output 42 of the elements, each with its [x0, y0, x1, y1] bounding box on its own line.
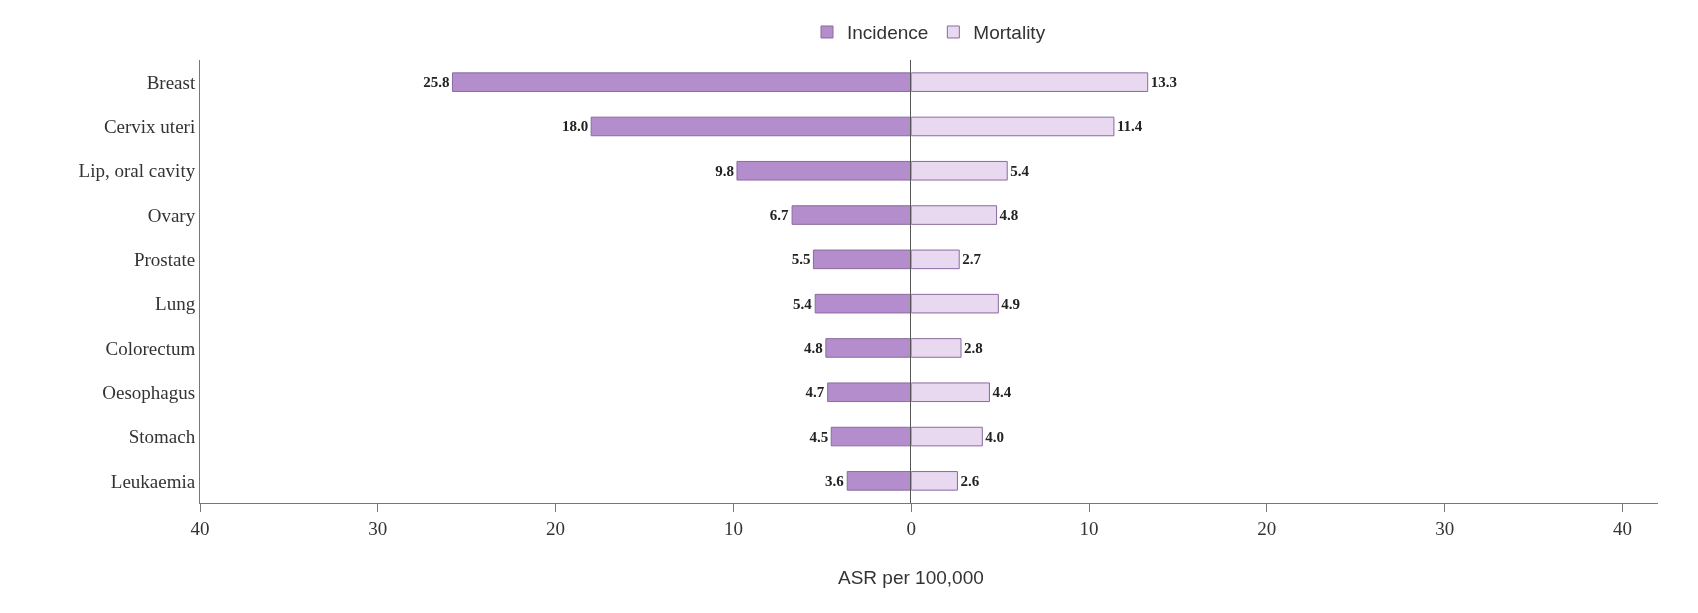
data-label: 5.4 — [792, 295, 813, 312]
data-label: 4.8 — [804, 339, 823, 356]
data-label: 2.8 — [964, 339, 983, 356]
x-tick-label: 30 — [368, 517, 388, 539]
data-label: 18.0 — [561, 118, 589, 135]
legend-label: Incidence — [847, 22, 929, 44]
y-tick-label: Cervix uteri — [103, 116, 196, 138]
x-tick-label: 20 — [546, 517, 566, 539]
data-label: 5.5 — [791, 251, 811, 268]
data-label: 5.4 — [1010, 162, 1030, 179]
x-tick-label: 40 — [1612, 517, 1632, 539]
x-tick-label: 10 — [1079, 517, 1099, 539]
x-tick-label: 40 — [190, 517, 210, 539]
y-tick-label: Stomach — [128, 426, 196, 448]
data-label: 25.8 — [423, 74, 450, 91]
y-tick-label: Colorectum — [105, 337, 196, 359]
x-tick-label: 20 — [1257, 517, 1277, 539]
y-tick-label: Prostate — [133, 249, 196, 270]
y-tick-label: Lip, oral cavity — [78, 160, 196, 182]
data-label: 3.6 — [824, 472, 845, 489]
data-label: 11.4 — [1116, 118, 1143, 135]
x-tick-label: 30 — [1435, 517, 1455, 539]
data-label: 6.7 — [769, 207, 790, 224]
legend-label: Mortality — [973, 22, 1046, 44]
y-tick-label: Leukaemia — [110, 470, 196, 492]
y-tick-label: Oesophagus — [102, 381, 196, 403]
y-tick-label: Lung — [155, 293, 196, 315]
data-label: 4.4 — [992, 384, 1012, 401]
data-label: 4.9 — [1001, 295, 1021, 312]
data-label: 9.8 — [715, 162, 734, 179]
y-tick-label: Ovary — [147, 204, 196, 226]
x-tick-label: 10 — [723, 517, 743, 539]
data-label: 4.0 — [985, 428, 1005, 445]
data-label: 13.3 — [1150, 74, 1177, 91]
data-label: 4.7 — [805, 384, 825, 401]
x-axis-title: ASR per 100,000 — [838, 567, 984, 588]
data-label: 2.7 — [962, 251, 982, 268]
data-label: 4.5 — [809, 428, 829, 445]
data-label: 2.6 — [960, 472, 980, 489]
y-tick-label: Breast — [146, 71, 196, 93]
x-tick-label: 0 — [906, 517, 916, 539]
data-label: 4.8 — [999, 207, 1019, 224]
